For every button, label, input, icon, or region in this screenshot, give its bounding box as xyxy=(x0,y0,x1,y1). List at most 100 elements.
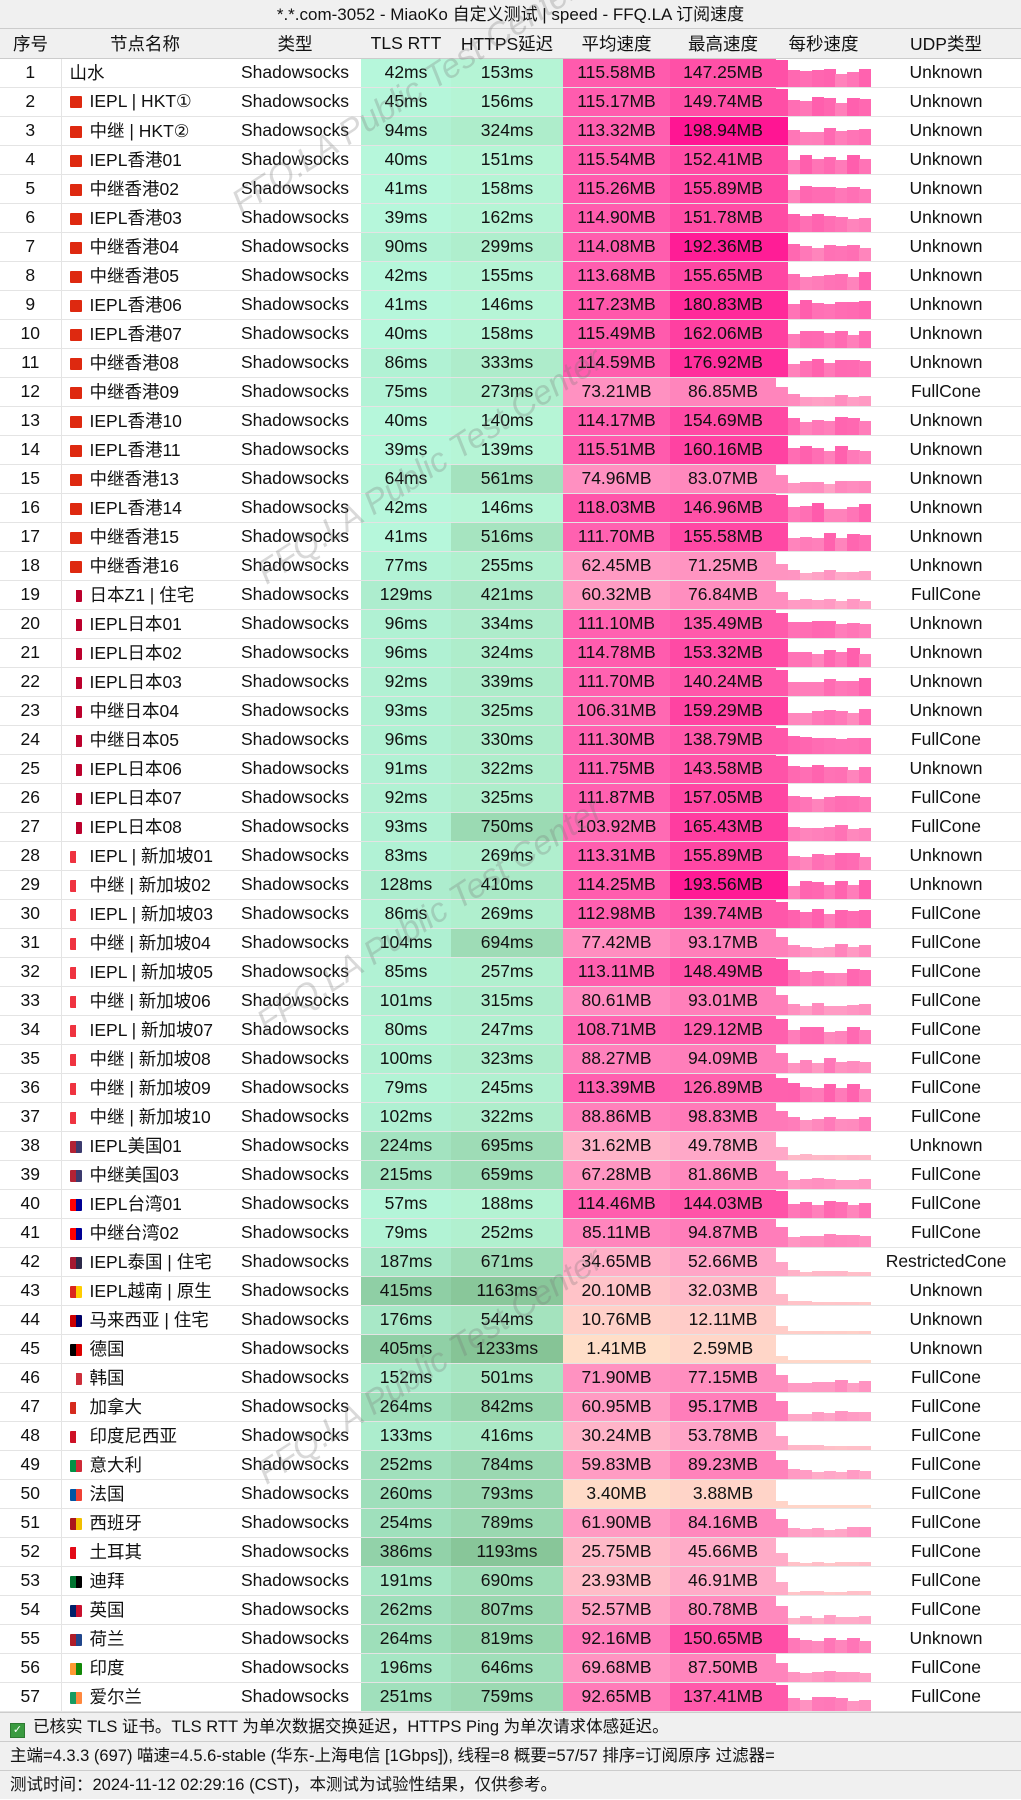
table-row[interactable]: 9 IEPL香港06 Shadowsocks 41ms 146ms 117.23MB 180… xyxy=(0,290,1021,320)
table-row[interactable]: 55 荷兰 Shadowsocks 264ms 819ms 92.16MB 150.65MB… xyxy=(0,1624,1021,1654)
table-row[interactable]: 25 IEPL日本06 Shadowsocks 91ms 322ms 111.75MB 14… xyxy=(0,754,1021,784)
table-row[interactable]: 57 爱尔兰 Shadowsocks 251ms 759ms 92.65MB 137.41M… xyxy=(0,1682,1021,1712)
https-delay: 269ms xyxy=(451,899,563,929)
speed-bar xyxy=(835,1005,848,1014)
column-header-index[interactable]: 序号 xyxy=(0,29,61,59)
speed-bar xyxy=(835,652,848,666)
column-header-avg-speed[interactable]: 平均速度 xyxy=(563,29,670,59)
table-row[interactable]: 23 中继日本04 Shadowsocks 93ms 325ms 106.31MB 159.… xyxy=(0,696,1021,726)
table-row[interactable]: 42 IEPL泰国 | 住宅 Shadowsocks 187ms 671ms 34.65M… xyxy=(0,1247,1021,1277)
avg-speed: 20.10MB xyxy=(563,1276,670,1306)
speed-bar xyxy=(776,937,789,956)
speed-bar xyxy=(776,870,789,898)
speed-bar xyxy=(787,1155,801,1159)
table-row[interactable]: 51 西班牙 Shadowsocks 254ms 789ms 61.90MB 84.16MB… xyxy=(0,1508,1021,1538)
table-row[interactable]: 47 加拿大 Shadowsocks 264ms 842ms 60.95MB 95.17MB… xyxy=(0,1392,1021,1422)
checkbox-checked-icon: ✓ xyxy=(10,1722,25,1738)
udp-type: FullCone xyxy=(871,783,1021,813)
table-row[interactable]: 22 IEPL日本03 Shadowsocks 92ms 339ms 111.70MB 14… xyxy=(0,667,1021,697)
column-header-udp-type[interactable]: UDP类型 xyxy=(871,29,1021,59)
table-row[interactable]: 3 中继 | HKT② Shadowsocks 94ms 324ms 113.32MB 19… xyxy=(0,116,1021,146)
table-row[interactable]: 37 中继 | 新加坡10 Shadowsocks 102ms 322ms 88.86MB… xyxy=(0,1102,1021,1132)
table-row[interactable]: 52 土耳其 Shadowsocks 386ms 1193ms 25.75MB 45.66M… xyxy=(0,1537,1021,1567)
table-row[interactable]: 54 英国 Shadowsocks 262ms 807ms 52.57MB 80.78MB F… xyxy=(0,1595,1021,1625)
table-row[interactable]: 36 中继 | 新加坡09 Shadowsocks 79ms 245ms 113.39MB… xyxy=(0,1073,1021,1103)
table-row[interactable]: 15 中继香港13 Shadowsocks 64ms 561ms 74.96MB 83.07… xyxy=(0,464,1021,494)
speed-bar xyxy=(859,1673,871,1681)
table-row[interactable]: 24 中继日本05 Shadowsocks 96ms 330ms 111.30MB 138.… xyxy=(0,725,1021,755)
node-name: 西班牙 xyxy=(89,1513,143,1533)
table-row[interactable]: 31 中继 | 新加坡04 Shadowsocks 104ms 694ms 77.42MB… xyxy=(0,928,1021,958)
table-row[interactable]: 10 IEPL香港07 Shadowsocks 40ms 158ms 115.49MB 16… xyxy=(0,319,1021,349)
node-name: 印度尼西亚 xyxy=(89,1426,178,1446)
table-row[interactable]: 32 IEPL | 新加坡05 Shadowsocks 85ms 257ms 113.11… xyxy=(0,957,1021,987)
tls-rtt: 40ms xyxy=(361,406,451,436)
speed-bar xyxy=(847,1700,860,1710)
table-row[interactable]: 45 德国 Shadowsocks 405ms 1233ms 1.41MB 2.59MB Un… xyxy=(0,1334,1021,1364)
node-name-cell: 中继日本04 xyxy=(60,696,229,726)
table-row[interactable]: 27 IEPL日本08 Shadowsocks 93ms 750ms 103.92MB 16… xyxy=(0,812,1021,842)
table-row[interactable]: 17 中继香港15 Shadowsocks 41ms 516ms 111.70MB 155.… xyxy=(0,522,1021,552)
table-row[interactable]: 48 印度尼西亚 Shadowsocks 133ms 416ms 30.24MB 53.78… xyxy=(0,1421,1021,1451)
table-row[interactable]: 11 中继香港08 Shadowsocks 86ms 333ms 114.59MB 176.… xyxy=(0,348,1021,378)
speed-bar xyxy=(811,276,824,289)
table-row[interactable]: 28 IEPL | 新加坡01 Shadowsocks 83ms 269ms 113.31… xyxy=(0,841,1021,871)
speed-bar xyxy=(847,648,860,666)
table-row[interactable]: 14 IEPL香港11 Shadowsocks 39ms 139ms 115.51MB 16… xyxy=(0,435,1021,465)
table-row[interactable]: 44 马来西亚 | 住宅 Shadowsocks 176ms 544ms 10.76MB 1… xyxy=(0,1305,1021,1335)
avg-speed: 114.25MB xyxy=(563,870,670,900)
per-second-speed-graph xyxy=(776,754,871,784)
speed-bar xyxy=(799,1178,813,1188)
column-header-max-speed[interactable]: 最高速度 xyxy=(670,29,776,59)
table-row[interactable]: 13 IEPL香港10 Shadowsocks 40ms 140ms 114.17MB 15… xyxy=(0,406,1021,436)
table-row[interactable]: 8 中继香港05 Shadowsocks 42ms 155ms 113.68MB 155.6… xyxy=(0,261,1021,291)
speed-bar xyxy=(799,599,813,608)
table-row[interactable]: 29 中继 | 新加坡02 Shadowsocks 128ms 410ms 114.25M… xyxy=(0,870,1021,900)
table-row[interactable]: 50 法国 Shadowsocks 260ms 793ms 3.40MB 3.88MB Ful… xyxy=(0,1479,1021,1509)
speed-bar xyxy=(776,204,789,231)
speed-bar xyxy=(835,944,848,956)
table-row[interactable]: 49 意大利 Shadowsocks 252ms 784ms 59.83MB 89.23MB… xyxy=(0,1450,1021,1480)
table-row[interactable]: 6 IEPL香港03 Shadowsocks 39ms 162ms 114.90MB 151… xyxy=(0,203,1021,233)
speed-bar xyxy=(776,669,789,695)
https-delay: 750ms xyxy=(451,812,563,842)
column-header-https-delay[interactable]: HTTPS延迟 xyxy=(451,29,563,59)
table-row[interactable]: 26 IEPL日本07 Shadowsocks 92ms 325ms 111.87MB 15… xyxy=(0,783,1021,813)
table-row[interactable]: 41 中继台湾02 Shadowsocks 79ms 252ms 85.11MB 94.87… xyxy=(0,1218,1021,1248)
speed-bar xyxy=(811,420,824,434)
tls-rtt: 196ms xyxy=(361,1653,451,1683)
table-row[interactable]: 38 IEPL美国01 Shadowsocks 224ms 695ms 31.62MB 49… xyxy=(0,1131,1021,1161)
table-row[interactable]: 7 中继香港04 Shadowsocks 90ms 299ms 114.08MB 192.3… xyxy=(0,232,1021,262)
table-row[interactable]: 16 IEPL香港14 Shadowsocks 42ms 146ms 118.03MB 14… xyxy=(0,493,1021,523)
row-index: 1 xyxy=(0,58,61,88)
footer-info: 主端=4.3.3 (697) 喵速=4.5.6-stable (华东-上海电信 … xyxy=(0,1740,1021,1770)
table-row[interactable]: 5 中继香港02 Shadowsocks 41ms 158ms 115.26MB 155.8… xyxy=(0,174,1021,204)
table-row[interactable]: 40 IEPL台湾01 Shadowsocks 57ms 188ms 114.46MB 14… xyxy=(0,1189,1021,1219)
table-row[interactable]: 1 山水 Shadowsocks 42ms 153ms 115.58MB 147.25MB U… xyxy=(0,58,1021,88)
table-row[interactable]: 21 IEPL日本02 Shadowsocks 96ms 324ms 114.78MB 15… xyxy=(0,638,1021,668)
table-row[interactable]: 19 日本Z1 | 住宅 Shadowsocks 129ms 421ms 60.32MB 7… xyxy=(0,580,1021,610)
table-row[interactable]: 43 IEPL越南 | 原生 Shadowsocks 415ms 1163ms 20.10… xyxy=(0,1276,1021,1306)
table-row[interactable]: 56 印度 Shadowsocks 196ms 646ms 69.68MB 87.50MB F… xyxy=(0,1653,1021,1683)
column-header-type[interactable]: 类型 xyxy=(229,29,361,59)
avg-speed: 69.68MB xyxy=(563,1653,670,1683)
table-row[interactable]: 30 IEPL | 新加坡03 Shadowsocks 86ms 269ms 112.98… xyxy=(0,899,1021,929)
table-row[interactable]: 34 IEPL | 新加坡07 Shadowsocks 80ms 247ms 108.71… xyxy=(0,1015,1021,1045)
table-row[interactable]: 4 IEPL香港01 Shadowsocks 40ms 151ms 115.54MB 152… xyxy=(0,145,1021,175)
table-row[interactable]: 46 韩国 Shadowsocks 152ms 501ms 71.90MB 77.15MB F… xyxy=(0,1363,1021,1393)
table-row[interactable]: 53 迪拜 Shadowsocks 191ms 690ms 23.93MB 46.91MB F… xyxy=(0,1566,1021,1596)
table-row[interactable]: 2 IEPL | HKT① Shadowsocks 45ms 156ms 115.17MB… xyxy=(0,87,1021,117)
node-name-cell: 爱尔兰 xyxy=(60,1682,229,1712)
table-row[interactable]: 39 中继美国03 Shadowsocks 215ms 659ms 67.28MB 81.8… xyxy=(0,1160,1021,1190)
speed-bar xyxy=(776,756,789,782)
speed-bar xyxy=(776,1500,789,1507)
column-header-node-name[interactable]: 节点名称 xyxy=(61,29,229,59)
table-row[interactable]: 35 中继 | 新加坡08 Shadowsocks 100ms 323ms 88.27MB… xyxy=(0,1044,1021,1074)
table-row[interactable]: 33 中继 | 新加坡06 Shadowsocks 101ms 315ms 80.61MB… xyxy=(0,986,1021,1016)
table-row[interactable]: 20 IEPL日本01 Shadowsocks 96ms 334ms 111.10MB 13… xyxy=(0,609,1021,639)
column-header-per-second-speed[interactable]: 每秒速度 xyxy=(776,29,871,59)
row-index: 43 xyxy=(0,1276,61,1306)
table-row[interactable]: 12 中继香港09 Shadowsocks 75ms 273ms 73.21MB 86.85… xyxy=(0,377,1021,407)
table-row[interactable]: 18 中继香港16 Shadowsocks 77ms 255ms 62.45MB 71.25… xyxy=(0,551,1021,581)
column-header-tls-rtt[interactable]: TLS RTT xyxy=(361,29,451,59)
